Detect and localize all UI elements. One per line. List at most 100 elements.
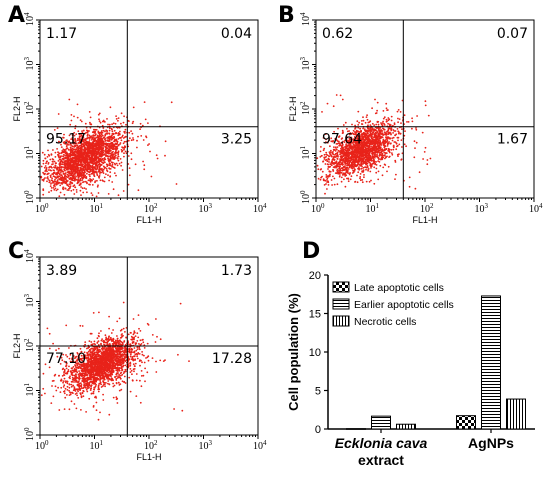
x-tick-exponent: 0 [45,202,49,210]
scatter-point [394,159,397,162]
scatter-point [91,155,94,158]
scatter-point [48,179,51,182]
scatter-point [391,137,394,140]
scatter-point [75,158,78,161]
scatter-point [140,135,143,137]
scatter-point [111,128,113,131]
scatter-point [337,127,339,130]
scatter-point [94,159,97,162]
scatter-point [334,156,337,159]
scatter-point [364,156,367,159]
scatter-point [361,181,364,184]
scatter-point [335,166,337,169]
scatter-point [381,149,384,152]
scatter-point [117,155,120,158]
scatter-point [341,169,344,172]
scatter-point [100,151,103,154]
scatter-point [53,188,56,191]
scatter-point [372,160,375,163]
scatter-point [122,190,125,192]
scatter-point [56,148,58,150]
scatter-point [391,152,393,155]
scatter-point [325,158,328,161]
scatter-point [73,184,76,187]
scatter-point [372,162,374,165]
scatter-point [156,335,158,338]
scatter-point [76,103,79,106]
scatter-point [371,147,374,149]
scatter-point [328,161,330,163]
y-tick-label: 104 [299,12,312,26]
scatter-point [429,157,432,160]
scatter-point [46,180,48,183]
scatter-point [421,131,424,134]
scatter-point [112,166,115,169]
scatter-point [368,180,371,183]
scatter-point [76,116,79,119]
scatter-point [400,139,403,142]
scatter-point [68,144,70,146]
scatter-point [385,132,388,135]
scatter-point [104,146,107,148]
scatter-point [387,148,390,151]
scatter-point [371,156,374,159]
scatter-point [89,167,91,170]
scatter-point [348,172,350,175]
scatter-point [89,143,92,146]
scatter-point [55,172,58,175]
scatter-point [49,158,52,161]
scatter-point [336,154,339,157]
scatter-point [83,187,86,190]
scatter-point [109,106,112,109]
scatter-point [341,150,343,153]
scatter-point [100,141,103,143]
scatter-point [63,161,65,163]
scatter-point [127,155,130,157]
scatter-point [109,163,112,165]
scatter-point [359,127,361,130]
scatter-point [411,120,414,123]
scatter-point [104,158,107,161]
scatter-point [62,166,64,168]
scatter-point [340,152,343,155]
scatter-point [115,118,118,120]
scatter-point [102,159,105,162]
scatter-point [378,154,381,157]
scatter-point [123,115,125,118]
scatter-point [398,118,401,120]
scatter-point [80,186,82,188]
scatter-point [335,148,338,151]
scatter-point [75,191,78,193]
scatter-point [128,174,131,177]
scatter-point [85,176,88,178]
scatter-point [89,175,91,178]
scatter-point [170,101,173,104]
scatter-point [66,180,69,182]
scatter-point [56,174,59,176]
scatter-point [74,156,77,159]
scatter-point [145,135,147,138]
scatter-point [78,175,81,178]
scatter-point [79,189,82,192]
scatter-point [53,169,55,172]
scatter-point [117,119,119,122]
scatter-point [325,151,328,154]
scatter-point [84,171,86,174]
scatter-point [367,138,370,141]
scatter-point [141,124,144,127]
scatter-point [383,123,385,125]
scatter-point [94,155,96,158]
scatter-point [426,163,429,166]
y-tick-label: 102 [299,101,312,115]
scatter-point [88,145,90,148]
scatter-point [108,129,111,132]
scatter-point [415,127,417,129]
scatter-point [47,169,50,171]
scatter-point [53,171,56,174]
scatter-point [57,153,59,156]
scatter-point [62,136,64,139]
scatter-point [367,150,370,153]
scatter-point [130,130,133,133]
scatter-point [134,163,137,166]
scatter-point [386,138,389,140]
